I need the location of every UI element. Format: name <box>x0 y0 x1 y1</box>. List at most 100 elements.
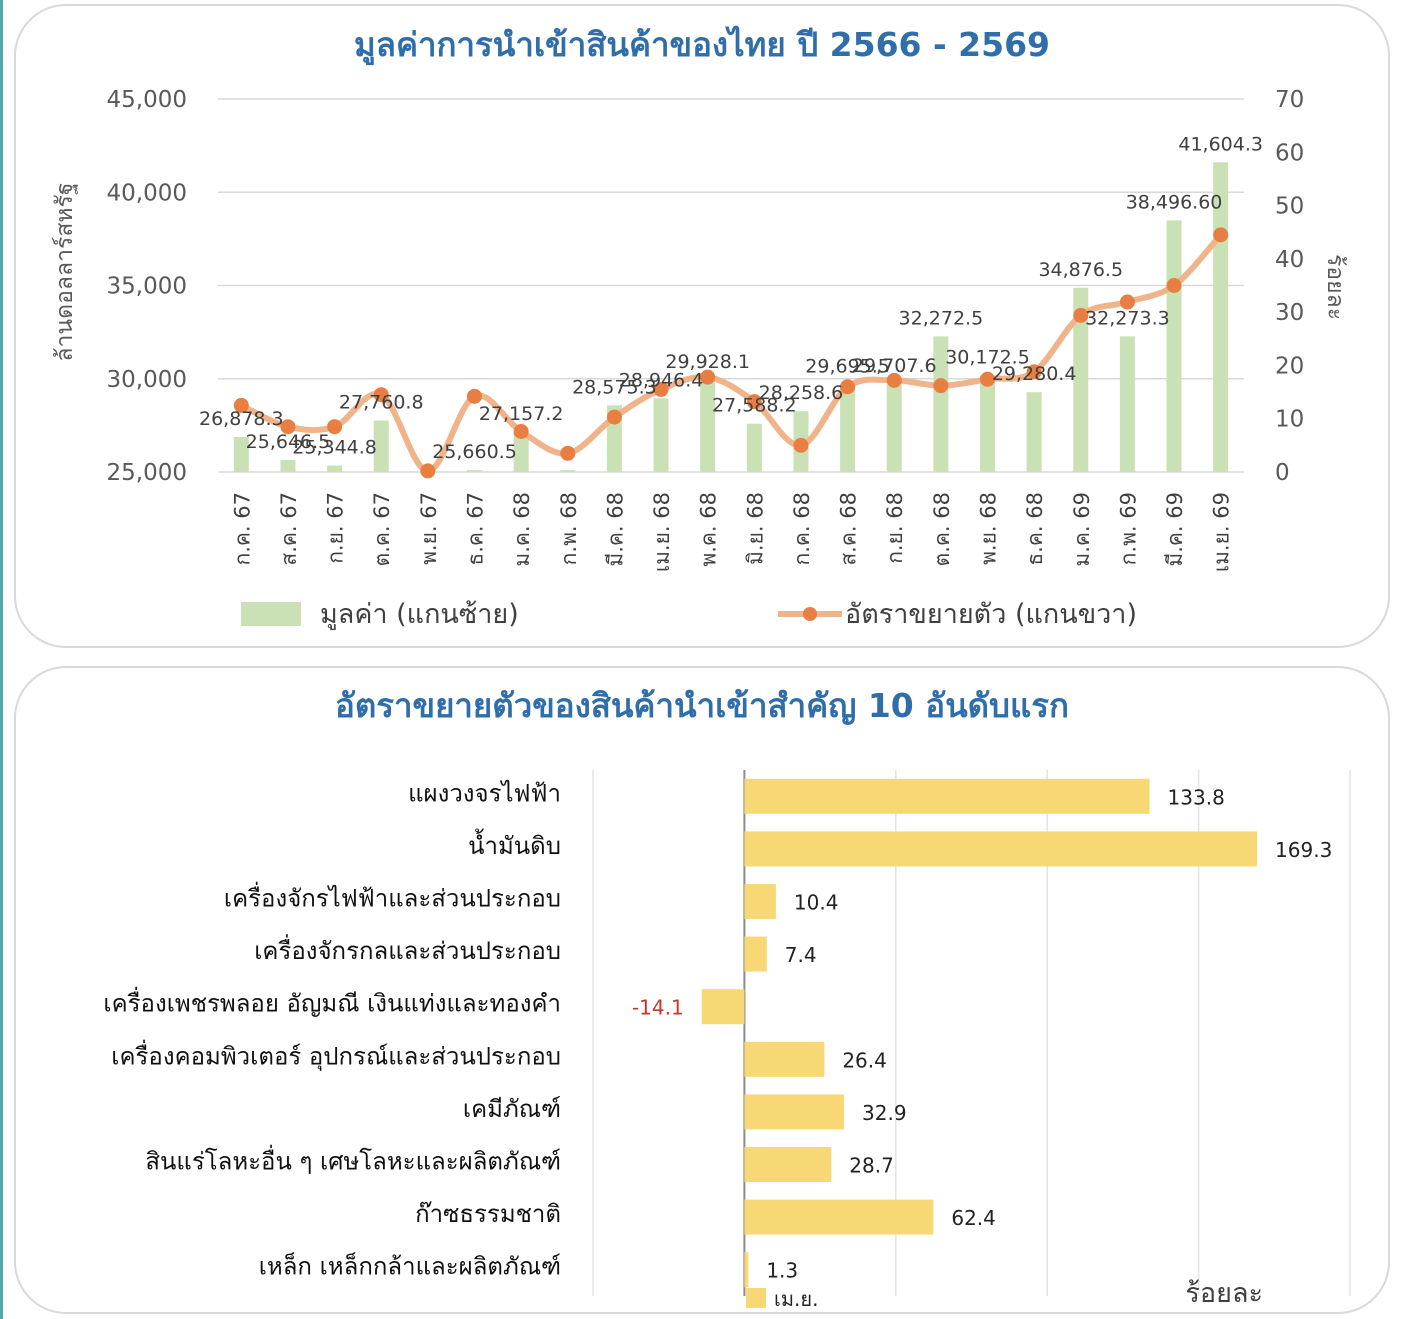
product-category-label: น้ำมันดิบ <box>468 828 561 860</box>
y-tick-right: 0 <box>1275 460 1290 486</box>
growth-bar <box>744 884 776 919</box>
growth-bar <box>744 778 1150 814</box>
product-category-label: สินแร่โลหะอื่น ๆ เศษโลหะและผลิตภัณฑ์ <box>145 1145 561 1176</box>
bar-data-label: 29,707.6 <box>852 355 937 377</box>
bar-data-label: 27,760.8 <box>339 392 424 414</box>
y-tick-right: 30 <box>1275 300 1304 326</box>
bar-value <box>933 336 949 472</box>
growth-marker <box>933 378 949 394</box>
growth-marker <box>700 369 716 385</box>
growth-marker <box>840 379 856 395</box>
y-tick-right: 60 <box>1275 140 1304 166</box>
legend-swatch-value <box>241 602 301 626</box>
product-category-label: แผงวงจรไฟฟ้า <box>408 779 561 807</box>
x-category-label: มี.ค. 68 <box>603 492 627 567</box>
y-tick-right: 10 <box>1275 407 1304 433</box>
bar-value <box>280 459 296 472</box>
bar-value-label: 26.4 <box>842 1048 887 1072</box>
product-category-label: เครื่องเพชรพลอย อัญมณี เงินแท่งและทองคำ <box>103 987 561 1018</box>
product-category-label: เคมีภัณฑ์ <box>463 1095 561 1123</box>
x-category-label: พ.ย. 68 <box>977 492 1001 565</box>
y-tick-left: 30,000 <box>107 367 187 393</box>
bar-value-label: -14.1 <box>632 996 684 1020</box>
x-category-label: ก.พ. 69 <box>1116 492 1140 565</box>
y-tick-left: 45,000 <box>107 87 187 113</box>
bar-data-label: 28,258.6 <box>759 382 844 404</box>
growth-marker <box>793 437 809 453</box>
bar-value <box>233 436 249 472</box>
bar-value <box>840 384 856 472</box>
growth-bar <box>701 989 745 1025</box>
growth-bar <box>744 1041 825 1077</box>
growth-bar <box>744 1147 832 1182</box>
y-tick-right: 40 <box>1275 247 1304 273</box>
bar-data-label: 28,575.3 <box>572 376 657 398</box>
bar-data-label: 38,496.60 <box>1126 191 1223 213</box>
bar-data-label: 41,604.3 <box>1178 133 1263 155</box>
product-category-label: เครื่องจักรกลและส่วนประกอบ <box>254 934 561 965</box>
growth-marker <box>1166 278 1182 293</box>
growth-marker <box>373 387 389 403</box>
y-tick-left: 25,000 <box>107 460 187 486</box>
bar-value-label: 32.9 <box>862 1101 907 1125</box>
x-category-label: ก.ย. 67 <box>324 492 348 564</box>
growth-bar <box>744 831 1258 867</box>
growth-marker <box>606 409 622 425</box>
x-category-label: มิ.ย. 68 <box>743 492 767 565</box>
growth-marker <box>1119 294 1135 310</box>
legend-label-month: เม.ย. <box>774 1287 818 1311</box>
bar-value <box>886 384 902 472</box>
bar-data-label: 25,660.5 <box>432 441 517 463</box>
bar-value <box>746 423 762 472</box>
y-tick-left: 35,000 <box>107 274 187 300</box>
y-tick-right: 20 <box>1275 353 1304 379</box>
growth-marker <box>886 372 902 388</box>
bar-data-label: 26,878.3 <box>199 408 284 430</box>
bar-value-label: 62.4 <box>951 1206 996 1230</box>
legend-label-growth: อัตราขยายตัว (แกนขวา) <box>845 599 1137 630</box>
growth-bar <box>744 1252 749 1288</box>
bar-value <box>1073 287 1089 472</box>
bar-value-label: 133.8 <box>1168 785 1225 809</box>
x-category-label: ก.พ. 68 <box>557 492 581 565</box>
x-category-label: ก.ย. 68 <box>883 492 907 564</box>
import-value-panel <box>14 4 1390 648</box>
y-tick-right: 50 <box>1275 194 1304 220</box>
growth-marker <box>980 371 995 387</box>
growth-bar <box>744 1199 934 1235</box>
x-category-label: ต.ค. 67 <box>370 492 394 566</box>
bar-data-label: 32,272.5 <box>899 307 984 329</box>
bar-value <box>327 465 343 472</box>
growth-bar <box>744 1094 845 1130</box>
x-category-label: มี.ค. 69 <box>1163 492 1187 567</box>
legend-swatch-marker <box>803 607 817 621</box>
growth-marker <box>280 419 296 435</box>
bar-data-label: 28,946.4 <box>619 369 704 391</box>
x-category-label: พ.ค. 68 <box>697 492 721 567</box>
left-edge-accent <box>0 0 3 1319</box>
bar-value-label: 28.7 <box>849 1154 894 1178</box>
growth-marker <box>467 388 482 404</box>
bar-data-label: 29,695.5 <box>805 355 890 377</box>
x-category-label: เม.ย. 69 <box>1210 492 1234 572</box>
bar-value-label: 7.4 <box>785 943 817 967</box>
growth-marker <box>1026 364 1042 380</box>
bar-value <box>700 380 716 472</box>
bar-value <box>467 470 482 472</box>
growth-marker <box>560 445 576 461</box>
x-category-label: ส.ค. 67 <box>277 492 301 566</box>
bar-data-label: 34,876.5 <box>1038 259 1123 281</box>
bar-data-label: 32,273.3 <box>1085 307 1170 329</box>
bar-chart-title: อัตราขยายตัวของสินค้านำเข้าสำคัญ 10 อันด… <box>335 686 1069 725</box>
bar-data-label: 30,172.5 <box>945 347 1030 369</box>
x-category-label: เม.ย. 68 <box>650 492 674 572</box>
bar-value <box>373 420 389 472</box>
growth-marker <box>327 419 343 435</box>
growth-marker <box>1073 307 1089 323</box>
growth-marker <box>746 394 762 410</box>
x-category-label: พ.ย. 67 <box>417 492 441 565</box>
product-category-label: ก๊าซธรรมชาติ <box>415 1200 561 1228</box>
bar-value <box>653 398 669 472</box>
legend-swatch-month <box>746 1288 766 1308</box>
growth-line <box>240 232 1223 474</box>
